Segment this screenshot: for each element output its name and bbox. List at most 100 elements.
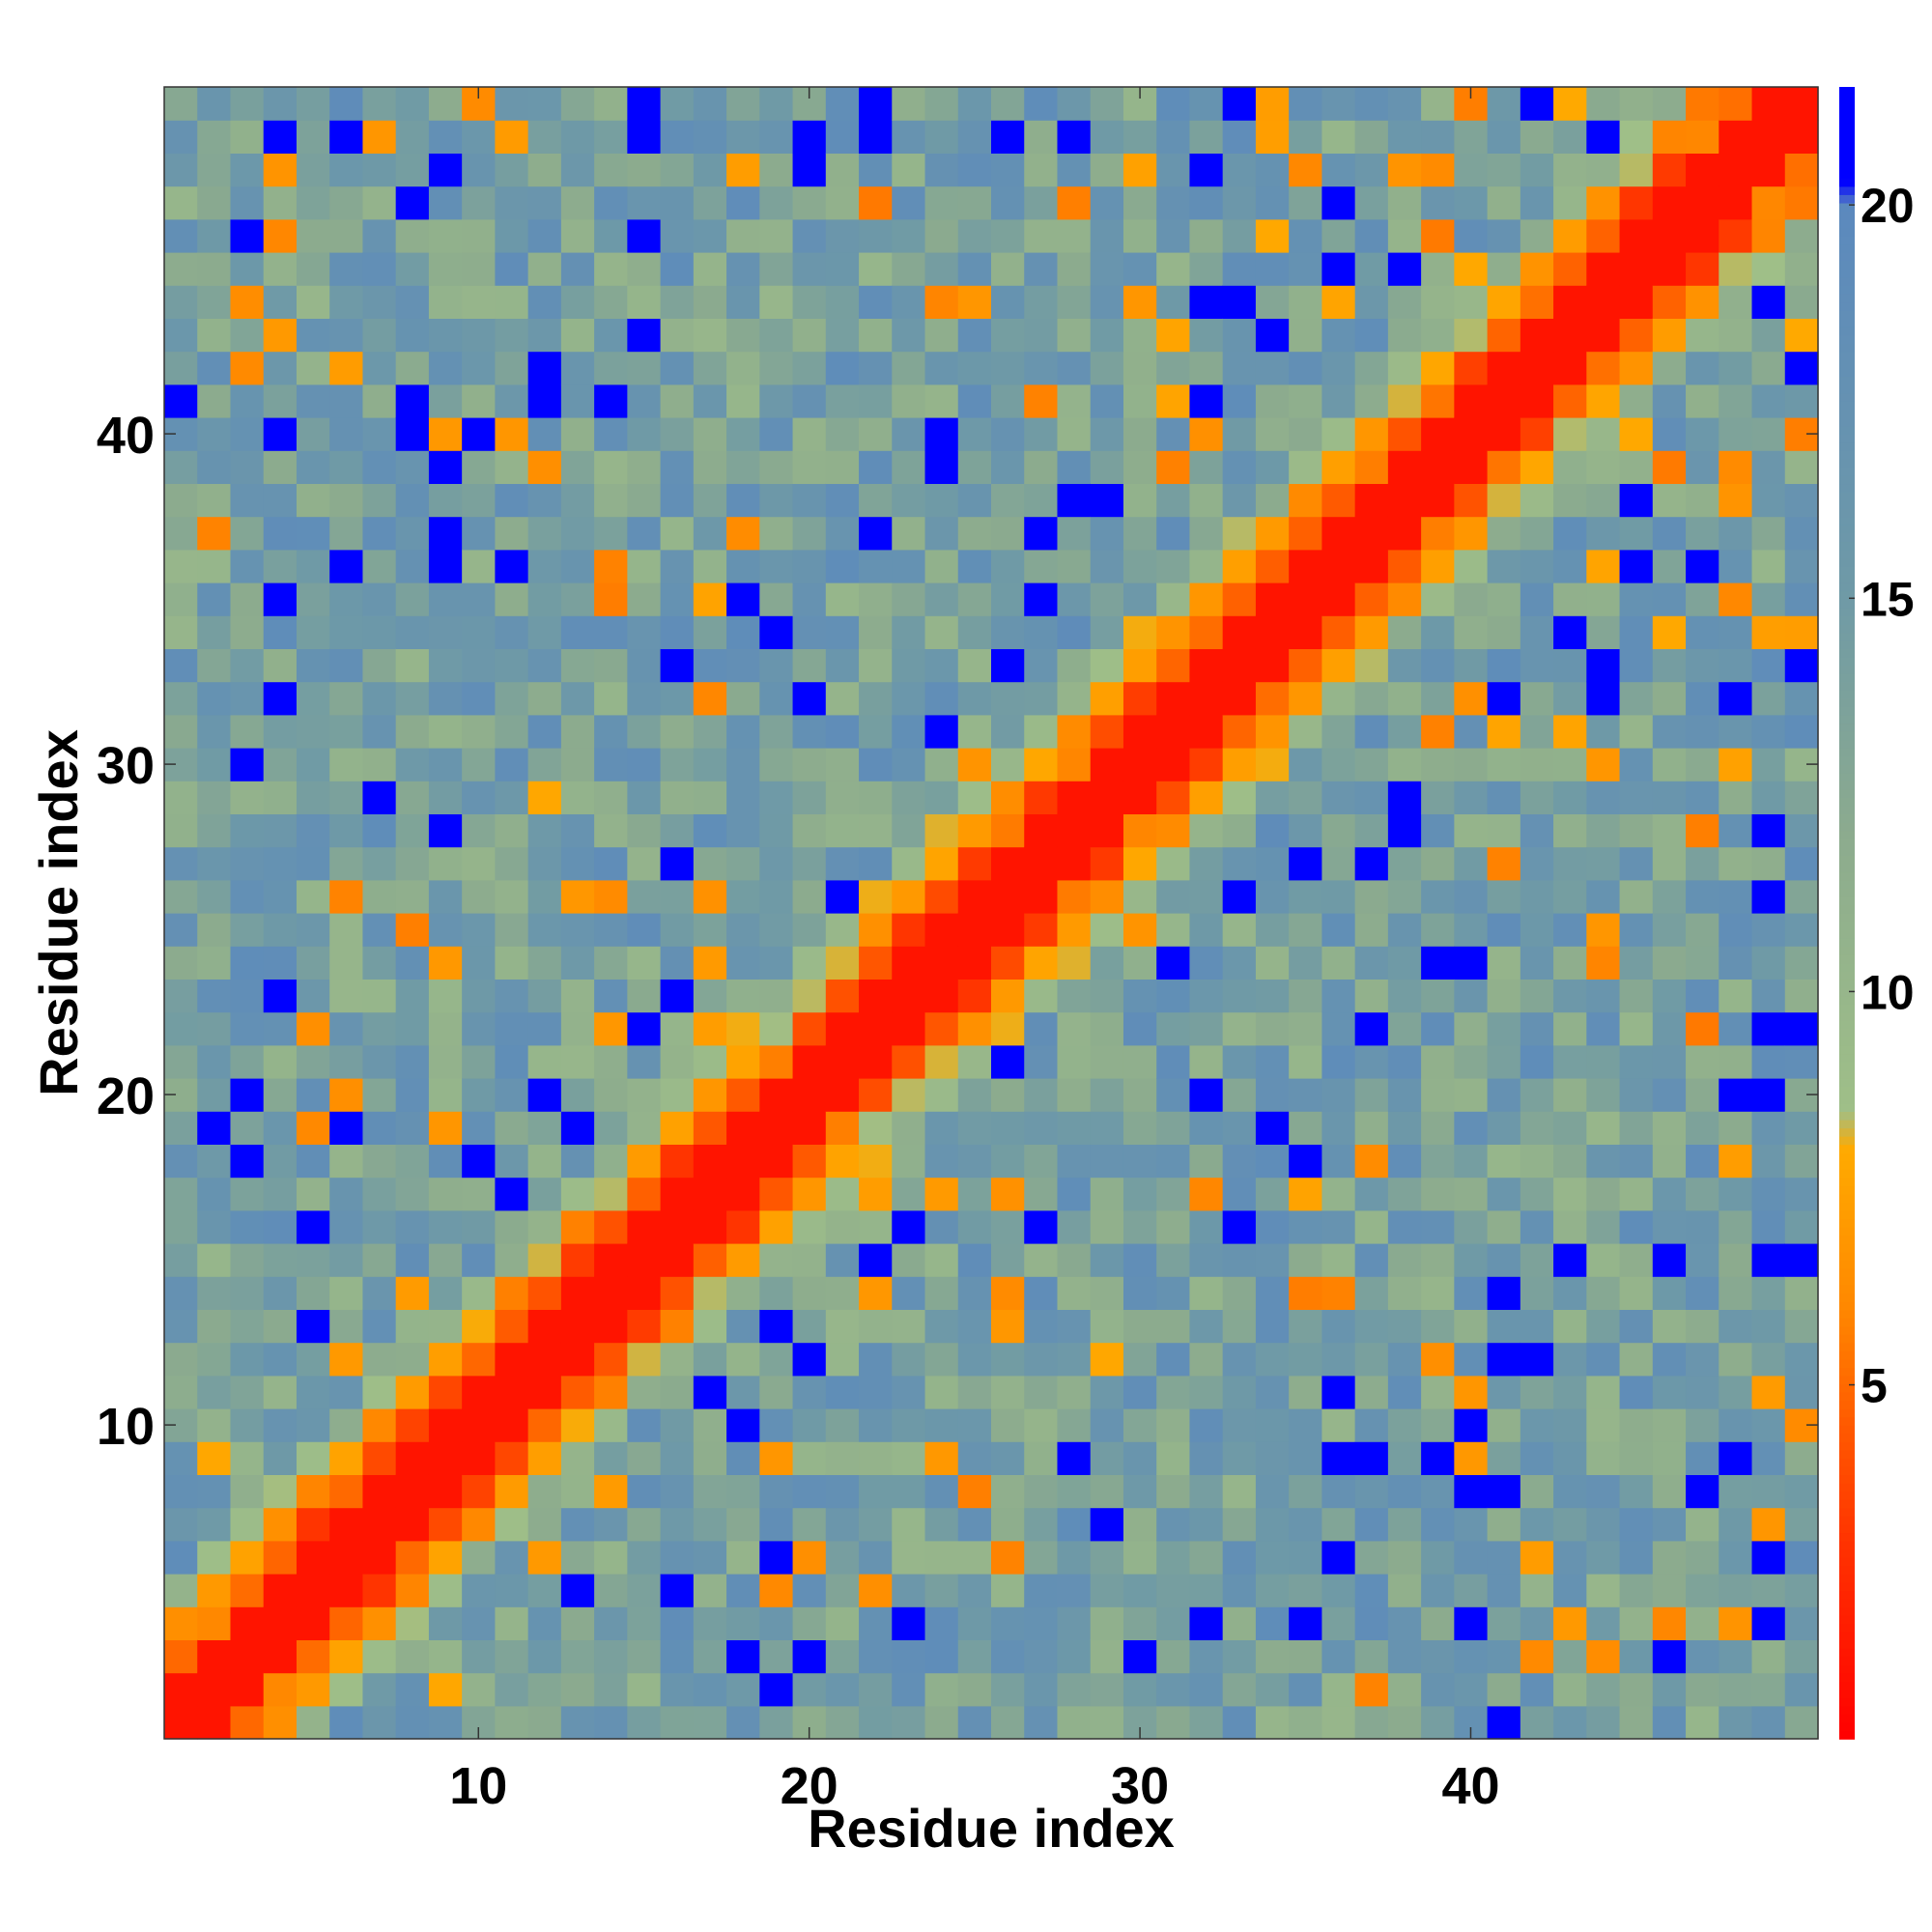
colorbar-segment [1839,227,1855,237]
heatmap-cell [462,1342,496,1377]
heatmap-cell [627,648,662,683]
heatmap-cell [527,1606,562,1640]
heatmap-cell [859,285,893,319]
heatmap-cell [924,1044,959,1079]
heatmap-cell [164,1474,198,1509]
heatmap-cell [1520,1705,1554,1740]
heatmap-cell [1751,185,1786,220]
heatmap-cell [991,681,1025,716]
heatmap-cell [296,1672,330,1707]
heatmap-cell [726,681,760,716]
heatmap-cell [296,1375,330,1409]
heatmap-cell [329,979,364,1013]
heatmap-cell [1652,1011,1687,1046]
heatmap-cell [1122,781,1157,814]
heatmap-cell [362,1044,397,1079]
heatmap-cell [1751,1574,1786,1607]
heatmap-cell [230,1243,265,1277]
colorbar-segment [1839,1094,1855,1104]
heatmap-cell [759,781,794,814]
heatmap-cell [859,1408,893,1442]
heatmap-cell [1354,1011,1389,1046]
heatmap-cell [1454,120,1489,154]
heatmap-cell [1454,1408,1489,1442]
colorbar-segment [1839,491,1855,501]
heatmap-cell [792,185,827,220]
heatmap-cell [527,417,562,451]
heatmap-cell [1289,483,1322,518]
heatmap-cell [495,483,529,518]
heatmap-cell [164,549,198,583]
colorbar-segment [1839,1408,1855,1418]
heatmap-cell [1619,384,1654,418]
heatmap-cell [1289,1276,1322,1310]
heatmap-cell [693,748,727,781]
heatmap-cell [1652,1276,1687,1310]
heatmap-cell [1024,681,1059,716]
heatmap-cell [428,1672,463,1707]
heatmap-cell [1122,582,1157,616]
heatmap-cell [1686,1672,1719,1707]
heatmap-cell [1520,549,1554,583]
heatmap-cell [991,1507,1025,1542]
heatmap-cell [693,120,727,154]
heatmap-cell [1189,1507,1224,1542]
heatmap-cell [1619,781,1654,814]
heatmap-cell [1387,979,1422,1013]
heatmap-cell [1751,681,1786,716]
heatmap-cell [1189,979,1224,1013]
heatmap-cell [924,384,959,418]
heatmap-cell [395,1243,430,1277]
heatmap-cell [1387,1639,1422,1674]
heatmap-cell [726,483,760,518]
heatmap-cell [792,1044,827,1079]
heatmap-cell [1751,1078,1786,1112]
heatmap-cell [726,1144,760,1179]
heatmap-cell [230,1078,265,1112]
heatmap-cell [1487,1606,1521,1640]
heatmap-cell [1751,879,1786,914]
heatmap-cell [1619,813,1654,848]
heatmap-cell [1751,1044,1786,1079]
heatmap-cell [1122,252,1157,286]
heatmap-cell [329,1276,364,1310]
heatmap-cell [1354,681,1389,716]
heatmap-cell [1719,1441,1753,1475]
heatmap-cell [1122,1474,1157,1509]
heatmap-cell [197,1044,232,1079]
heatmap-cell [991,1705,1025,1740]
heatmap-cell [527,318,562,353]
heatmap-cell [197,120,232,154]
heatmap-cell [1024,1309,1059,1344]
heatmap-cell [329,185,364,220]
heatmap-cell [693,1408,727,1442]
heatmap-cell [1784,1044,1819,1079]
heatmap-cell [1619,549,1654,583]
heatmap-cell [1686,714,1719,749]
heatmap-cell [792,1177,827,1211]
heatmap-cell [1057,1111,1092,1145]
heatmap-cell [660,615,695,649]
heatmap-cell [957,1078,992,1112]
heatmap-cell [362,1011,397,1046]
heatmap-cell [362,1606,397,1640]
heatmap-cell [1586,185,1621,220]
heatmap-cell [1189,1574,1224,1607]
heatmap-cell [693,318,727,353]
heatmap-cell [1520,781,1554,814]
heatmap-cell [594,979,628,1013]
heatmap-cell [263,549,298,583]
heatmap-cell [660,979,695,1013]
heatmap-cell [1090,384,1124,418]
heatmap-cell [362,1474,397,1509]
heatmap-cell [726,1342,760,1377]
heatmap-cell [1122,1342,1157,1377]
heatmap-cell [395,252,430,286]
heatmap-cell [1652,615,1687,649]
heatmap-cell [527,748,562,781]
heatmap-cell [1255,1276,1290,1310]
heatmap-cell [792,1606,827,1640]
heatmap-cell [892,1342,926,1377]
heatmap-cell [462,714,496,749]
heatmap-cell [263,483,298,518]
